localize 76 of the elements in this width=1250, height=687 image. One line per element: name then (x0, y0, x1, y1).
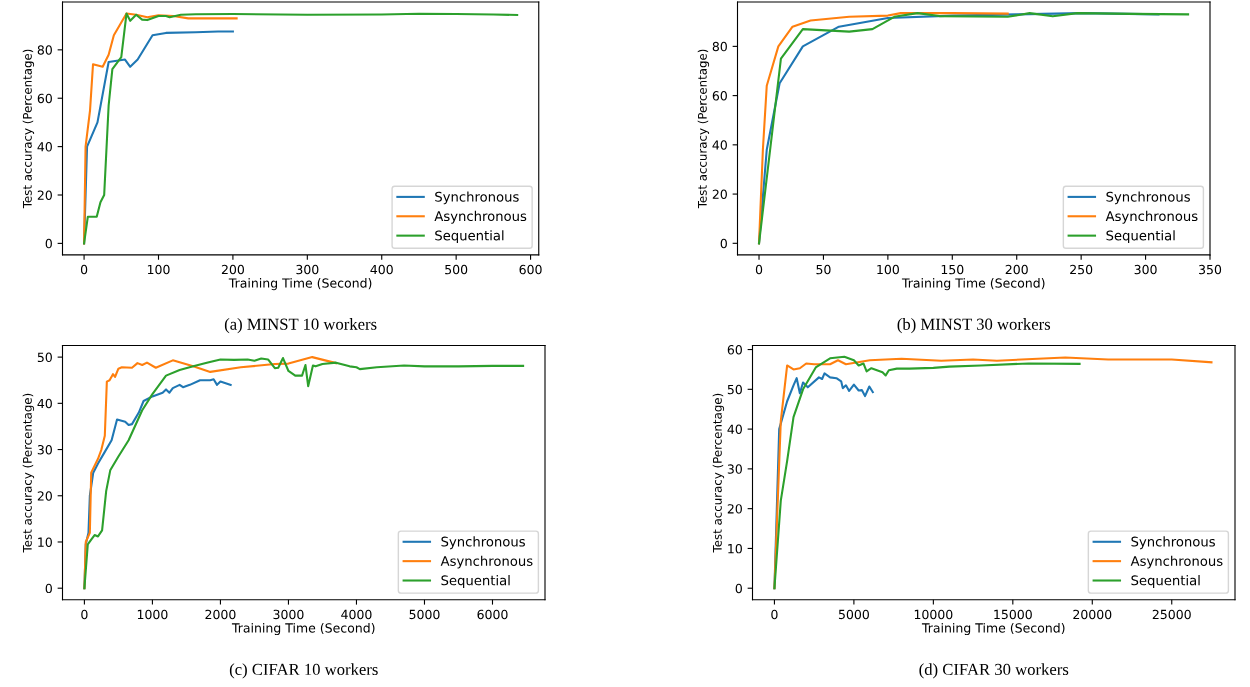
x-tick-label: 0 (755, 264, 763, 275)
y-axis-title: Test accuracy (Percentage) (697, 49, 710, 209)
x-axis-title: Training Time (Second) (901, 278, 1045, 291)
y-tick-label: 30 (727, 464, 742, 474)
y-tick-label: 40 (37, 142, 52, 152)
y-axis-title: Test accuracy (Percentage) (22, 49, 35, 209)
x-tick-label: 1000 (137, 609, 168, 620)
x-tick-label: 600 (519, 264, 542, 275)
x-tick-label: 0 (771, 609, 778, 620)
y-tick-label: 0 (45, 238, 52, 249)
legend-label: Synchronous (1131, 536, 1215, 550)
y-tick-label: 30 (37, 445, 52, 455)
x-axis-title: Training Time (Second) (228, 278, 372, 291)
x-axis-title: Training Time (Second) (921, 622, 1065, 636)
y-tick-label: 80 (712, 41, 727, 52)
legend-label: Asynchronous (1105, 210, 1198, 224)
text: (b) MINST 30 workers (897, 318, 1051, 334)
y-tick-label: 20 (37, 190, 52, 200)
x-tick-label: 4000 (341, 609, 372, 620)
legend-label: Sequential (441, 575, 510, 588)
legend-label: Synchronous (441, 536, 525, 550)
x-tick-label: 25000 (1152, 609, 1191, 620)
x-tick-label: 20000 (1073, 609, 1112, 620)
y-tick-label: 80 (37, 45, 52, 55)
x-tick-label: 0 (80, 264, 88, 275)
line-series (773, 355, 1081, 590)
x-tick-label: 500 (445, 264, 468, 275)
legend-label: Sequential (1131, 575, 1200, 588)
y-tick-label: 40 (727, 424, 742, 435)
legend-label: Asynchronous (1130, 555, 1223, 569)
y-tick-label: 40 (712, 140, 727, 150)
y-axis-title: Test accuracy (Percentage) (712, 393, 725, 553)
x-tick-label: 100 (877, 264, 899, 275)
x-tick-label: 150 (941, 264, 964, 275)
y-tick-label: 40 (37, 398, 52, 409)
x-tick-label: 300 (296, 264, 319, 275)
x-tick-label: 6000 (477, 609, 508, 620)
x-tick-label: 300 (1134, 264, 1157, 275)
text: (d) CIFAR 30 workers (919, 663, 1069, 679)
legend-label: Synchronous (435, 191, 519, 205)
x-tick-label: 250 (1070, 264, 1093, 275)
x-tick-label: 5000 (838, 609, 869, 620)
x-tick-label: 200 (221, 264, 245, 275)
y-tick-label: 20 (37, 491, 52, 501)
y-tick-label: 60 (712, 91, 727, 101)
text: (c) CIFAR 10 workers (229, 663, 378, 679)
legend-label: Sequential (1106, 230, 1175, 243)
x-tick-label: 2000 (205, 609, 236, 620)
y-tick-label: 20 (712, 189, 727, 199)
y-axis-title: Test accuracy (Percentage) (22, 393, 35, 553)
x-tick-label: 3000 (273, 609, 304, 620)
y-tick-label: 20 (727, 504, 742, 514)
x-tick-label: 15000 (994, 609, 1032, 620)
y-tick-label: 10 (728, 543, 742, 554)
y-tick-label: 50 (727, 384, 742, 395)
y-tick-label: 10 (38, 537, 52, 547)
y-tick-label: 50 (37, 352, 52, 363)
x-tick-label: 100 (147, 264, 170, 275)
legend-label: Asynchronous (434, 210, 527, 224)
legend-label: Asynchronous (440, 555, 533, 569)
x-tick-label: 50 (816, 264, 831, 275)
legend-label: Sequential (435, 230, 504, 243)
text: (a) MINST 10 workers (224, 318, 377, 334)
x-tick-label: 200 (1005, 264, 1028, 275)
x-tick-label: 5000 (409, 609, 440, 620)
y-tick-label: 60 (727, 345, 742, 355)
x-tick-label: 350 (1199, 264, 1222, 275)
y-tick-label: 0 (720, 238, 727, 249)
x-tick-label: 10000 (914, 609, 953, 620)
x-tick-label: 0 (81, 609, 88, 620)
legend-label: Synchronous (1106, 191, 1190, 205)
y-tick-label: 0 (45, 583, 52, 594)
x-axis-title: Training Time (Second) (231, 622, 375, 636)
x-tick-label: 400 (370, 264, 393, 275)
y-tick-label: 0 (735, 583, 742, 594)
y-tick-label: 60 (37, 93, 52, 104)
